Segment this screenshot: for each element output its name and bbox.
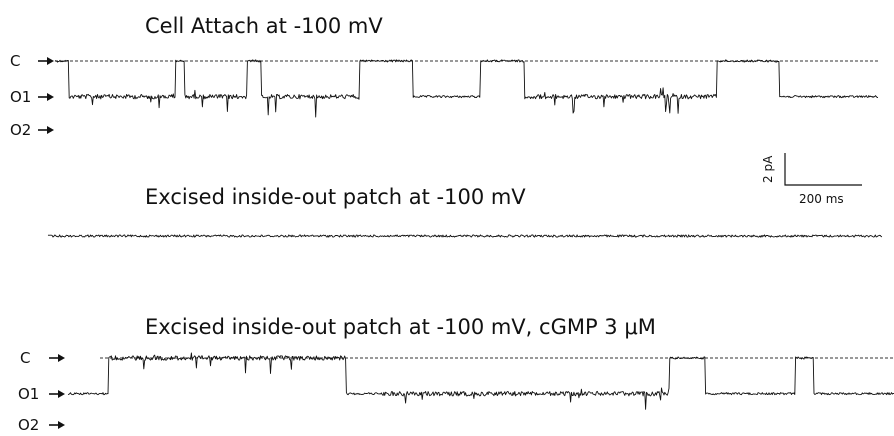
- panel-cell-attach-level-o2: O2: [10, 121, 31, 139]
- panel-cell-attach-arrow-c-head: [47, 57, 54, 65]
- panel-excised-title: Excised inside-out patch at -100 mV: [145, 185, 526, 209]
- panel-cgmp-arrow-o2-head: [58, 421, 65, 429]
- scale-bar-time-label: 200 ms: [799, 192, 844, 206]
- panel-cgmp-level-labels: C O1 O2: [18, 349, 65, 434]
- panel-excised-current-trace: [47, 234, 883, 238]
- panel-cell-attach-level-o1: O1: [10, 88, 31, 106]
- panel-cgmp-level-c: C: [20, 349, 30, 367]
- scale-bar: 2 pA 200 ms: [761, 153, 862, 206]
- panel-cgmp-title: Excised inside-out patch at -100 mV, cGM…: [145, 315, 656, 339]
- panel-cell-attach-level-c: C: [10, 52, 20, 70]
- panel-excised: Excised inside-out patch at -100 mV: [47, 185, 883, 238]
- panel-cgmp-current-trace: [67, 352, 894, 410]
- panel-cell-attach-current-trace: [54, 59, 879, 118]
- panel-cgmp-arrow-c-head: [58, 354, 65, 362]
- panel-cell-attach-arrow-o2-head: [47, 126, 54, 134]
- scale-bar-current-label: 2 pA: [761, 155, 775, 183]
- panel-cell-attach: Cell Attach at -100 mV C O1 O2: [10, 14, 879, 139]
- panel-cgmp: Excised inside-out patch at -100 mV, cGM…: [18, 315, 894, 434]
- scale-bar-lines: [784, 153, 862, 186]
- panel-cgmp-level-o2: O2: [18, 416, 39, 434]
- panel-cgmp-arrow-o1-head: [58, 390, 65, 398]
- panel-cell-attach-level-labels: C O1 O2: [10, 52, 54, 139]
- panel-cell-attach-title: Cell Attach at -100 mV: [145, 14, 383, 38]
- panel-cgmp-level-o1: O1: [18, 385, 39, 403]
- panel-cell-attach-arrow-o1-head: [47, 93, 54, 101]
